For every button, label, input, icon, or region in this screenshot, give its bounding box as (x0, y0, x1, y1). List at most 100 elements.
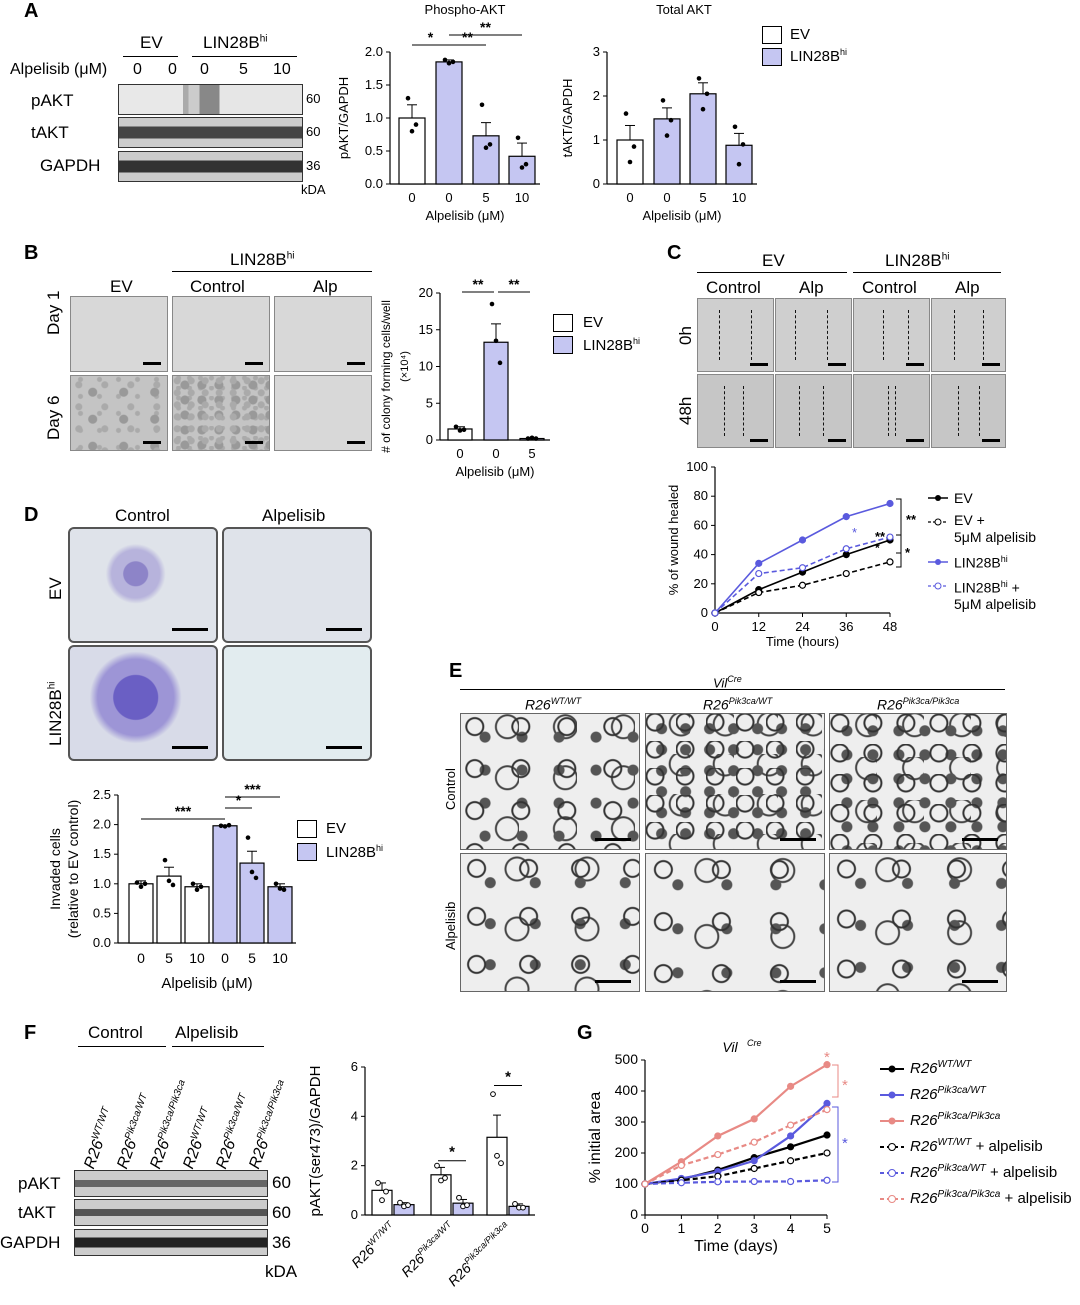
scale-bar (245, 362, 263, 365)
micrograph (274, 296, 372, 372)
chart-title: Total AKT (656, 2, 712, 17)
blot-group-line (192, 56, 297, 57)
y-tick-label: 10 (419, 359, 433, 374)
y-tick-label: 500 (615, 1051, 639, 1067)
bar (156, 875, 182, 944)
y-tick-label: 1 (593, 132, 600, 147)
row-label-0h: 0h (676, 326, 695, 345)
col-header-alp: Alp (313, 277, 338, 296)
data-point (434, 1162, 440, 1169)
col-header-alp: Alp (955, 278, 980, 297)
data-point (375, 1180, 381, 1186)
x-axis-label: Alpelisib (μM) (455, 464, 534, 479)
blot-alpelisib-label: Alpelisib (μM) (10, 61, 108, 78)
y-tick-label: 2 (351, 1158, 358, 1173)
data-point (438, 1177, 444, 1184)
x-axis-label: Time (hours) (766, 634, 839, 649)
significance-marker: * (236, 792, 242, 808)
legend-swatch-lin28b (553, 336, 573, 354)
data-point (397, 1199, 403, 1206)
col-header-control: Control (190, 277, 245, 296)
x-tick-label: 5 (699, 190, 706, 205)
significance-marker: *** (175, 803, 192, 819)
micrograph (70, 375, 168, 451)
series-line (644, 1179, 828, 1186)
data-point (245, 835, 251, 840)
x-axis-label: Alpelisib (μM) (161, 975, 252, 992)
data-point (714, 1132, 722, 1140)
data-point (750, 1115, 758, 1123)
legend-g-entry: R26Pik3ca/WT (910, 1085, 986, 1103)
significance-marker: * (428, 29, 434, 45)
data-point (750, 1157, 758, 1165)
x-tick-label: 10 (189, 950, 205, 966)
data-point (842, 545, 850, 553)
f-group-alpelisib: Alpelisib (175, 1023, 239, 1042)
bar (239, 862, 265, 944)
legend-ev: EV (954, 490, 973, 506)
chart-colony-forming: 0 5 10 15 20 0 0 5 Alpelisib (μM) # of colony for… (379, 276, 550, 479)
data-point (677, 1179, 686, 1187)
bar (508, 155, 536, 185)
f-band-takt (74, 1199, 268, 1226)
data-point (660, 98, 666, 103)
micrograph (172, 375, 270, 451)
x-tick-label: 1 (678, 1220, 686, 1236)
x-tick-label: 4 (787, 1220, 795, 1236)
y-tick-label: 2.0 (93, 817, 111, 832)
legend-label-lin28b: LIN28Bhi (790, 47, 848, 65)
blot-band-gapdh (118, 151, 303, 182)
data-point (489, 301, 495, 307)
y-tick-label: 3 (593, 44, 600, 59)
y-tick-label: 0.0 (365, 176, 383, 191)
significance-bracket (832, 1064, 839, 1098)
data-point (631, 144, 637, 149)
x-tick-label: 36 (839, 619, 853, 634)
f-band-gapdh (74, 1229, 268, 1256)
transwell-image (222, 527, 372, 643)
col-header-ev: EV (110, 277, 133, 296)
x-tick-label: 0 (711, 619, 718, 634)
legend-label-ev: EV (583, 314, 604, 331)
x-tick-label: 12 (752, 619, 766, 634)
significance-marker: ** (462, 29, 473, 45)
data-point (668, 117, 674, 123)
f-row-label: GAPDH (0, 1233, 61, 1252)
wound-image (697, 374, 774, 448)
kda-unit: kDA (301, 182, 326, 197)
bar (212, 825, 238, 944)
x-tick-label: 5 (248, 950, 256, 966)
y-tick-label: 1.0 (365, 110, 383, 125)
data-point (696, 76, 702, 81)
row-label-ev: EV (46, 577, 65, 600)
y-axis-label: pAKT/GAPDH (336, 77, 351, 159)
data-point (740, 142, 746, 147)
col-header-alpelisib: Alpelisib (262, 506, 326, 525)
data-point (461, 427, 467, 433)
y-tick-label: 0.5 (93, 905, 111, 920)
data-point (714, 1178, 722, 1186)
series-line (644, 1102, 828, 1186)
data-point (886, 499, 894, 508)
data-point (479, 102, 485, 108)
col-header-ev: EV (762, 251, 785, 270)
data-point (736, 161, 742, 167)
x-tick-label: 5 (165, 950, 173, 966)
data-point (823, 1131, 831, 1139)
data-point (842, 550, 850, 559)
col-header-lin28b: LIN28Bhi (885, 251, 950, 270)
y-tick-label: 40 (694, 547, 708, 562)
chart-g-organoid-area: 0 100 200 300 400 500 0 1 2 3 4 5 Time (days) % initi… (587, 1038, 848, 1255)
y-axis-label: (×10⁴) (399, 351, 411, 382)
data-point (405, 95, 411, 101)
y-tick-label: 1.5 (93, 846, 111, 861)
y-tick-label: 0 (701, 605, 708, 620)
x-tick-label: 0 (492, 446, 499, 461)
x-tick-label: 5 (482, 190, 489, 205)
x-tick-label: 10 (515, 190, 529, 205)
y-axis-label: % initial area (587, 1092, 604, 1184)
significance-marker: * (824, 1049, 830, 1066)
data-point (442, 57, 448, 63)
blot-dose: 5 (239, 61, 248, 78)
data-point (714, 1150, 722, 1159)
